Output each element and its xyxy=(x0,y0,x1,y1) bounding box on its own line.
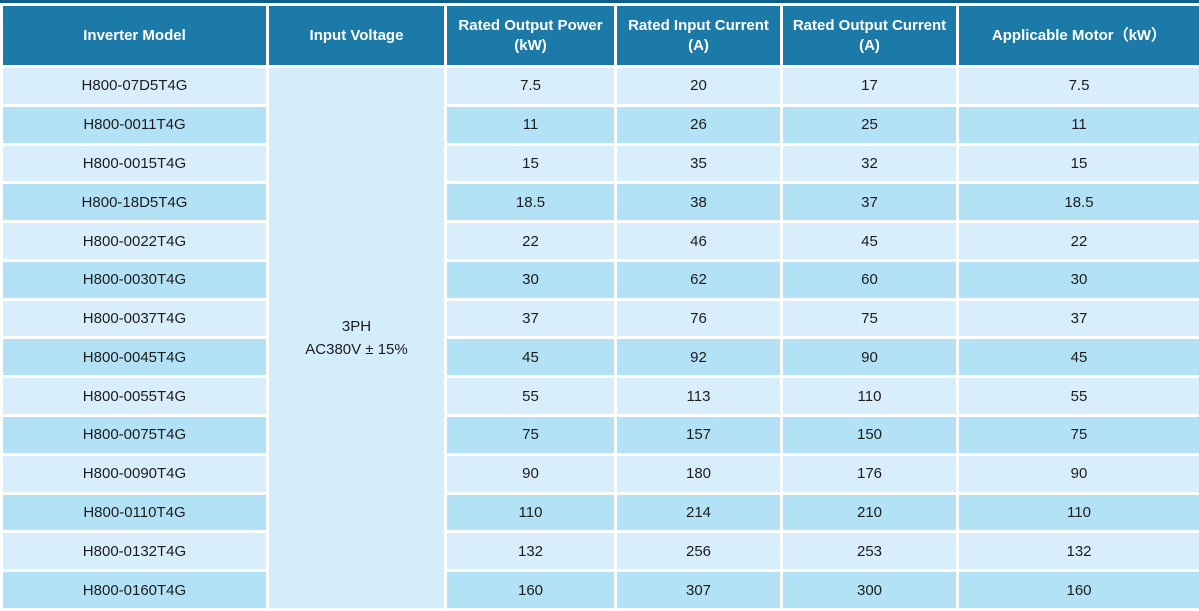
table-row: H800-0132T4G 132 256 253 132 xyxy=(0,530,1199,573)
cell-applicable-motor: 18.5 xyxy=(956,181,1199,224)
cell-inverter-model: H800-0110T4G xyxy=(0,491,269,534)
cell-inverter-model: H800-0030T4G xyxy=(0,258,269,301)
cell-rated-output-power: 30 xyxy=(444,258,617,301)
header-input-voltage: Input Voltage xyxy=(266,3,447,68)
header-inverter-model: Inverter Model xyxy=(0,3,269,68)
cell-rated-output-power: 37 xyxy=(444,297,617,340)
cell-rated-output-current: 253 xyxy=(780,530,959,573)
cell-applicable-motor: 160 xyxy=(956,569,1199,611)
input-voltage-line1: 3PH xyxy=(341,317,372,335)
cell-applicable-motor: 75 xyxy=(956,414,1199,456)
table-row: H800-0160T4G 160 307 300 160 xyxy=(0,569,1199,611)
cell-applicable-motor: 37 xyxy=(956,297,1199,340)
cell-inverter-model: H800-0015T4G xyxy=(0,142,269,185)
table-row: H800-0090T4G 90 180 176 90 xyxy=(0,452,1199,495)
cell-applicable-motor: 15 xyxy=(956,142,1199,185)
cell-inverter-model: H800-0037T4G xyxy=(0,297,269,340)
cell-rated-output-power: 55 xyxy=(444,375,617,418)
table-row: H800-0110T4G 110 214 210 110 xyxy=(0,491,1199,534)
cell-rated-input-current: 180 xyxy=(614,452,783,495)
cell-applicable-motor: 90 xyxy=(956,452,1199,495)
table-row: H800-0030T4G 30 62 60 30 xyxy=(0,258,1199,301)
table-row: H800-0055T4G 55 113 110 55 xyxy=(0,375,1199,418)
cell-rated-output-current: 300 xyxy=(780,569,959,611)
cell-rated-input-current: 256 xyxy=(614,530,783,573)
cell-rated-input-current: 38 xyxy=(614,181,783,224)
cell-rated-output-current: 210 xyxy=(780,491,959,534)
table-row: H800-0015T4G 15 35 32 15 xyxy=(0,142,1199,185)
cell-input-voltage: 3PH AC380V ± 15% xyxy=(266,65,447,611)
cell-rated-output-current: 90 xyxy=(780,336,959,379)
cell-inverter-model: H800-0011T4G xyxy=(0,103,269,146)
cell-rated-output-power: 132 xyxy=(444,530,617,573)
header-rated-output-power: Rated Output Power (kW) xyxy=(444,3,617,68)
cell-rated-output-power: 22 xyxy=(444,220,617,262)
cell-rated-output-current: 32 xyxy=(780,142,959,185)
cell-applicable-motor: 132 xyxy=(956,530,1199,573)
cell-rated-output-current: 45 xyxy=(780,220,959,262)
cell-inverter-model: H800-0075T4G xyxy=(0,414,269,456)
table-body: H800-07D5T4G 3PH AC380V ± 15% 7.5 20 17 7.5 H80… xyxy=(0,65,1199,611)
cell-rated-output-power: 160 xyxy=(444,569,617,611)
header-rated-output-current: Rated Output Current (A) xyxy=(780,3,959,68)
cell-rated-input-current: 35 xyxy=(614,142,783,185)
table-row: H800-0011T4G 11 26 25 11 xyxy=(0,103,1199,146)
cell-rated-output-power: 11 xyxy=(444,103,617,146)
cell-rated-output-current: 60 xyxy=(780,258,959,301)
cell-inverter-model: H800-0045T4G xyxy=(0,336,269,379)
cell-rated-output-power: 15 xyxy=(444,142,617,185)
cell-rated-input-current: 157 xyxy=(614,414,783,456)
cell-applicable-motor: 30 xyxy=(956,258,1199,301)
cell-applicable-motor: 45 xyxy=(956,336,1199,379)
cell-applicable-motor: 55 xyxy=(956,375,1199,418)
cell-applicable-motor: 22 xyxy=(956,220,1199,262)
cell-applicable-motor: 11 xyxy=(956,103,1199,146)
cell-rated-input-current: 76 xyxy=(614,297,783,340)
cell-inverter-model: H800-0022T4G xyxy=(0,220,269,262)
table-row: H800-07D5T4G 3PH AC380V ± 15% 7.5 20 17 7.5 xyxy=(0,65,1199,611)
cell-inverter-model: H800-0132T4G xyxy=(0,530,269,573)
table-row: H800-0045T4G 45 92 90 45 xyxy=(0,336,1199,379)
inverter-spec-table: Inverter Model Input Voltage Rated Outpu… xyxy=(0,3,1199,611)
cell-rated-output-power: 110 xyxy=(444,491,617,534)
cell-rated-input-current: 214 xyxy=(614,491,783,534)
cell-inverter-model: H800-18D5T4G xyxy=(0,181,269,224)
cell-rated-output-power: 75 xyxy=(444,414,617,456)
header-rated-input-current: Rated Input Current (A) xyxy=(614,3,783,68)
header-row: Inverter Model Input Voltage Rated Outpu… xyxy=(0,3,1199,68)
cell-rated-output-power: 45 xyxy=(444,336,617,379)
cell-rated-output-current: 110 xyxy=(780,375,959,418)
cell-rated-input-current: 62 xyxy=(614,258,783,301)
cell-inverter-model: H800-0055T4G xyxy=(0,375,269,418)
cell-applicable-motor: 7.5 xyxy=(956,65,1199,107)
cell-rated-output-power: 90 xyxy=(444,452,617,495)
cell-inverter-model: H800-07D5T4G xyxy=(0,65,269,107)
cell-rated-output-power: 18.5 xyxy=(444,181,617,224)
table-row: H800-0075T4G 75 157 150 75 xyxy=(0,414,1199,456)
cell-rated-output-current: 25 xyxy=(780,103,959,146)
table-row: H800-0022T4G 22 46 45 22 xyxy=(0,220,1199,262)
table-row: H800-0037T4G 37 76 75 37 xyxy=(0,297,1199,340)
cell-inverter-model: H800-0160T4G xyxy=(0,569,269,611)
cell-rated-output-current: 150 xyxy=(780,414,959,456)
table-header: Inverter Model Input Voltage Rated Outpu… xyxy=(0,3,1199,68)
cell-rated-input-current: 92 xyxy=(614,336,783,379)
cell-inverter-model: H800-0090T4G xyxy=(0,452,269,495)
cell-rated-input-current: 46 xyxy=(614,220,783,262)
cell-rated-output-current: 75 xyxy=(780,297,959,340)
cell-applicable-motor: 110 xyxy=(956,491,1199,534)
cell-rated-input-current: 307 xyxy=(614,569,783,611)
header-applicable-motor: Applicable Motor（kW） xyxy=(956,3,1199,68)
input-voltage-line2: AC380V ± 15% xyxy=(305,341,408,358)
cell-rated-input-current: 113 xyxy=(614,375,783,418)
cell-rated-input-current: 20 xyxy=(614,65,783,107)
cell-rated-output-current: 176 xyxy=(780,452,959,495)
cell-rated-output-current: 17 xyxy=(780,65,959,107)
cell-rated-output-current: 37 xyxy=(780,181,959,224)
cell-rated-output-power: 7.5 xyxy=(444,65,617,107)
cell-rated-input-current: 26 xyxy=(614,103,783,146)
table-row: H800-18D5T4G 18.5 38 37 18.5 xyxy=(0,181,1199,224)
